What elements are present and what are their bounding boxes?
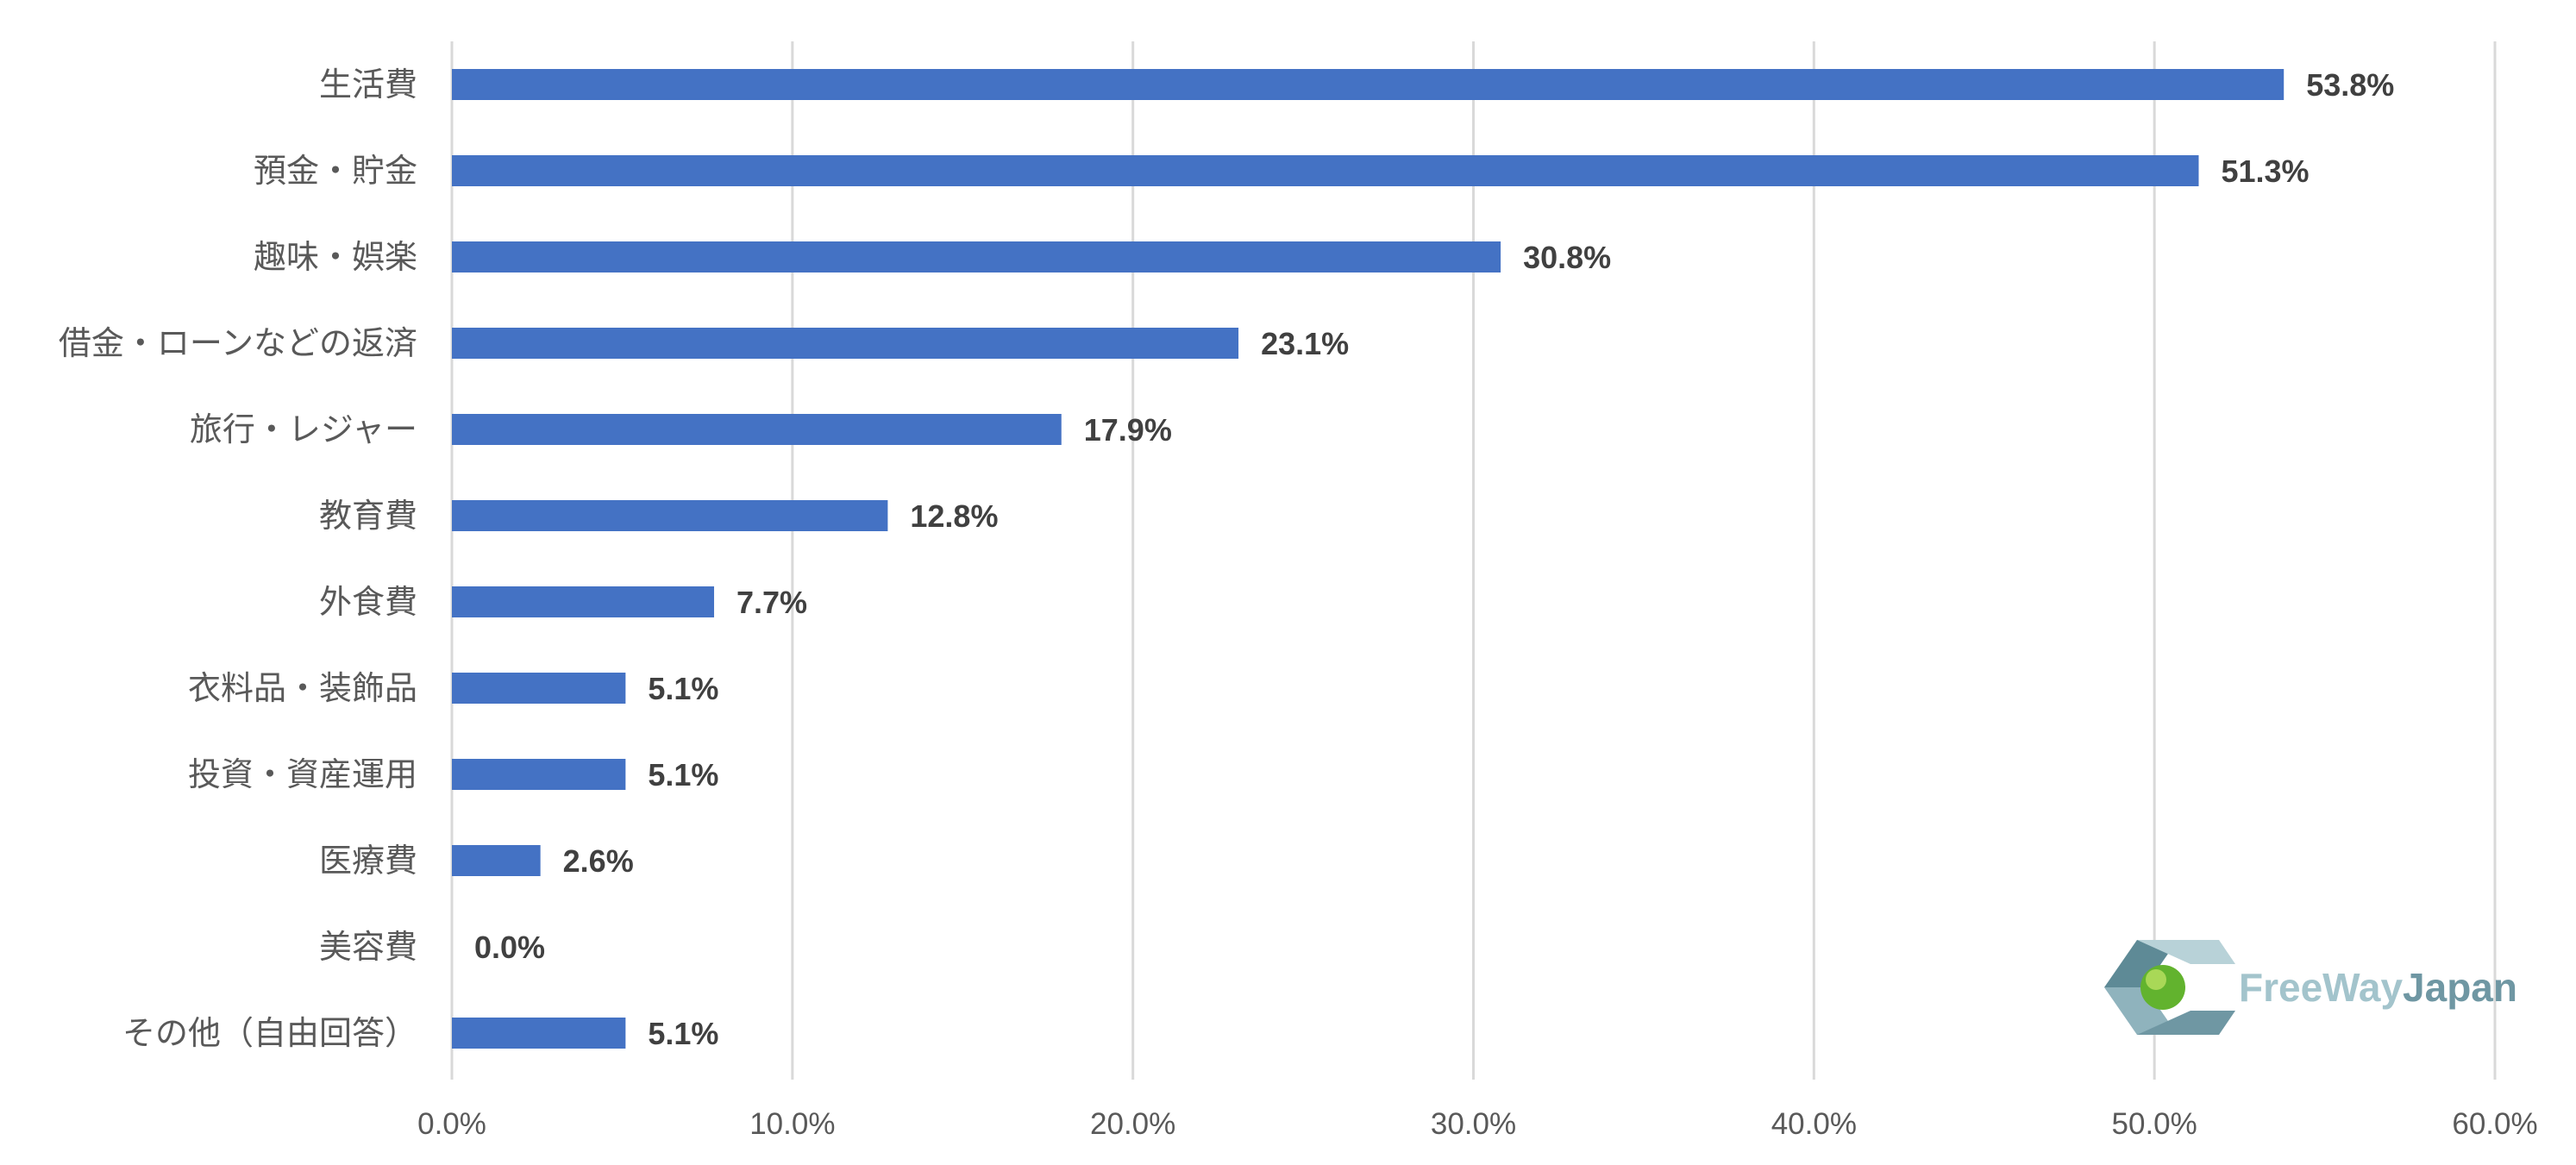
x-tick-label: 0.0% (417, 1107, 486, 1141)
x-tick-label: 40.0% (1771, 1107, 1857, 1141)
bar (452, 673, 626, 704)
bar (452, 586, 715, 617)
data-label: 0.0% (474, 930, 545, 965)
category-label: 投資・資産運用 (188, 755, 417, 793)
gridlines (450, 41, 2497, 1080)
bar (452, 414, 1062, 445)
bar (452, 69, 2285, 100)
x-tick-label: 50.0% (2112, 1107, 2197, 1141)
x-tick-label: 60.0% (2452, 1107, 2537, 1141)
bar (452, 155, 2199, 186)
x-tick-label: 10.0% (749, 1107, 835, 1141)
data-label: 12.8% (910, 498, 998, 534)
data-label: 5.1% (648, 671, 718, 706)
category-label: 預金・貯金 (254, 152, 417, 190)
data-labels: 53.8% 51.3% 30.8% 23.1% 17.9% 12.8% 7.7% 5.1% 5.… (474, 67, 2394, 1051)
category-label: 借金・ローンなどの返済 (59, 324, 417, 362)
bars (452, 69, 2285, 1049)
data-label: 51.3% (2221, 153, 2309, 189)
logo-text-freeway: FreeWay (2239, 965, 2403, 1010)
logo-text: FreeWayJapan (2239, 965, 2517, 1010)
bar (452, 500, 888, 531)
logo-text-japan: Japan (2403, 965, 2517, 1010)
data-label: 23.1% (1261, 326, 1349, 361)
x-tick-label: 20.0% (1090, 1107, 1175, 1141)
category-label: 旅行・レジャー (190, 410, 417, 448)
category-label: 美容費 (319, 928, 417, 966)
category-label: 外食費 (319, 583, 417, 621)
bar (452, 845, 541, 876)
data-label: 2.6% (563, 843, 634, 879)
x-tick-label: 30.0% (1431, 1107, 1516, 1141)
category-label: 生活費 (319, 66, 417, 103)
data-label: 17.9% (1084, 412, 1172, 448)
data-label: 30.8% (1523, 240, 1611, 275)
bar (452, 241, 1501, 272)
category-label: 趣味・娯楽 (254, 238, 417, 276)
bar (452, 328, 1239, 359)
data-label: 5.1% (648, 757, 718, 792)
bar (452, 1018, 626, 1049)
category-label: 衣料品・装飾品 (188, 669, 417, 707)
data-label: 53.8% (2306, 67, 2394, 103)
category-label: 医療費 (319, 842, 417, 880)
category-label: その他（自由回答） (122, 1014, 417, 1052)
category-labels: 生活費預金・貯金趣味・娯楽借金・ローンなどの返済旅行・レジャー教育費外食費衣料品… (59, 66, 417, 1052)
bar (452, 759, 626, 790)
freewayjapan-logo: FreeWayJapan (2104, 940, 2517, 1035)
data-label: 5.1% (648, 1016, 718, 1051)
logo-mark-icon (2104, 940, 2235, 1035)
data-label: 7.7% (736, 585, 807, 620)
x-axis-tick-labels: 0.0% 10.0% 20.0% 30.0% 40.0% 50.0% 60.0% (417, 1107, 2538, 1141)
category-label: 教育費 (319, 497, 417, 535)
